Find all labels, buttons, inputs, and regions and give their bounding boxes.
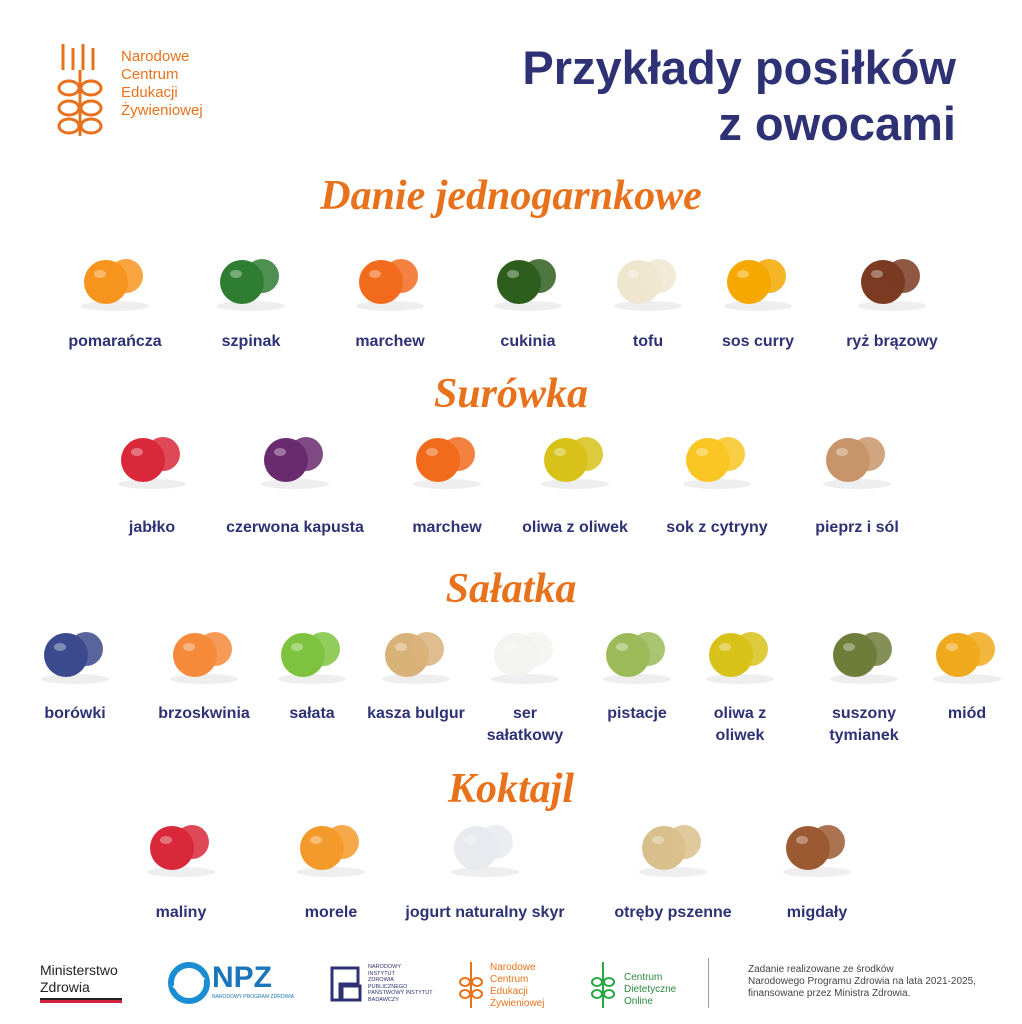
note: Zadanie realizowane ze środków Narodoweg…	[748, 964, 976, 1000]
npz-full: NARODOWY PROGRAM ZDROWIA	[212, 994, 295, 1000]
food-image	[217, 259, 285, 311]
logo-icon	[57, 44, 103, 136]
cdo-line: Online	[624, 996, 653, 1007]
note-line: Narodowego Programu Zdrowia na lata 2021…	[748, 976, 976, 987]
food-label: brzoskwinia	[158, 705, 250, 722]
ncez-line: Narodowe	[490, 962, 536, 973]
food-image	[683, 437, 751, 489]
food-label: pistacje	[607, 705, 667, 722]
ncez-icon	[459, 962, 483, 1008]
section-title: Koktajl	[447, 766, 575, 812]
food-label: borówki	[44, 705, 106, 722]
title: Przykłady posiłków z owocami	[522, 40, 956, 152]
food-image	[541, 437, 609, 489]
cdo-line: Centrum	[624, 972, 663, 983]
food-label: otręby pszenne	[614, 904, 732, 921]
cdo-line: Dietetyczne	[624, 984, 677, 995]
logo-line: Edukacji	[121, 84, 178, 101]
nizp-line: NARODOWY	[368, 964, 401, 970]
section-title: Sałatka	[445, 566, 577, 612]
food-image	[783, 825, 851, 877]
food-label: sałata	[289, 705, 335, 722]
ministry-line: Ministerstwo	[40, 962, 118, 978]
nizp-line: PUBLICZNEGO	[368, 983, 408, 990]
food-label: sok z cytryny	[666, 519, 768, 536]
food-label: jabłko	[128, 519, 176, 536]
food-label: morele	[304, 904, 358, 921]
section-title: Surówka	[433, 371, 589, 417]
food-label: miód	[947, 705, 987, 722]
food-image	[41, 632, 109, 684]
food-image	[614, 259, 682, 311]
npz-name: NPZ	[212, 961, 272, 994]
nizp-line: INSTYTUT	[368, 970, 395, 977]
food-image	[933, 632, 1001, 684]
ncez-line: Żywieniowej	[490, 998, 545, 1009]
ministry: Ministerstwo Zdrowia	[40, 962, 122, 1003]
food-label: marchew	[412, 519, 482, 536]
food-label: migdały	[786, 904, 848, 921]
npz: NPZ NARODOWY PROGRAM ZDROWIA	[212, 961, 295, 1001]
food-image	[147, 825, 215, 877]
food-label: oliwa z oliwek	[522, 519, 628, 536]
ministry-line: Zdrowia	[40, 979, 90, 995]
food-label: suszony tymianek	[829, 705, 899, 744]
logo-line: Narodowe	[121, 48, 190, 65]
food-label: pomarańcza	[68, 333, 162, 350]
note-line: finansowane przez Ministra Zdrowia.	[748, 988, 911, 999]
logo-text: Narodowe Centrum Edukacji Żywieniowej	[121, 48, 203, 120]
food-image	[494, 259, 562, 311]
nizp: NARODOWY INSTYTUT ZDROWIA PUBLICZNEGO PA…	[368, 964, 433, 1003]
food-image	[639, 825, 707, 877]
food-image	[451, 825, 519, 877]
food-label: cukinia	[500, 333, 556, 350]
ncez: Narodowe Centrum Edukacji Żywieniowej	[490, 962, 544, 1010]
food-image	[261, 437, 329, 489]
food-label: szpinak	[221, 333, 281, 350]
food-label: ser sałatkowy	[486, 705, 564, 744]
nizp-line: ZDROWIA	[368, 977, 394, 983]
ncez-line: Centrum	[490, 974, 529, 985]
food-image	[724, 259, 792, 311]
food-image	[706, 632, 774, 684]
section-title: Danie jednogarnkowe	[320, 173, 702, 219]
food-image	[491, 632, 559, 684]
ncez-line: Edukacji	[490, 986, 528, 997]
food-label: sos curry	[721, 333, 795, 350]
food-label: oliwa z oliwek	[713, 705, 767, 744]
food-image	[823, 437, 891, 489]
npz-icon	[168, 962, 210, 1004]
logo-line: Centrum	[121, 66, 179, 83]
food-image	[858, 259, 926, 311]
food-label: kasza bulgur	[367, 705, 465, 722]
food-label: maliny	[155, 904, 207, 921]
food-label: tofu	[632, 333, 664, 350]
title-line: Przykłady posiłków	[522, 41, 956, 94]
food-image	[297, 825, 365, 877]
food-image	[603, 632, 671, 684]
food-label: ryż brązowy	[846, 333, 938, 350]
food-image	[830, 632, 898, 684]
food-label: pieprz i sól	[815, 519, 899, 536]
cdo: Centrum Dietetyczne Online	[624, 972, 676, 1008]
food-image	[118, 437, 186, 489]
food-image	[413, 437, 481, 489]
title-line: z owocami	[718, 97, 956, 150]
food-image	[170, 632, 238, 684]
cdo-icon	[591, 962, 615, 1008]
food-image	[81, 259, 149, 311]
food-image	[382, 632, 450, 684]
nizp-line: BADAWCZY	[368, 996, 399, 1003]
food-label: czerwona kapusta	[226, 519, 364, 536]
logo-line: Żywieniowej	[121, 102, 203, 119]
food-image	[278, 632, 346, 684]
food-image	[356, 259, 424, 311]
food-label: jogurt naturalny skyr	[405, 904, 565, 921]
food-label: marchew	[355, 333, 425, 350]
note-line: Zadanie realizowane ze środków	[748, 964, 894, 975]
nizp-icon	[330, 966, 362, 1002]
nizp-line: PAŃSTWOWY INSTYTUT	[368, 990, 433, 996]
